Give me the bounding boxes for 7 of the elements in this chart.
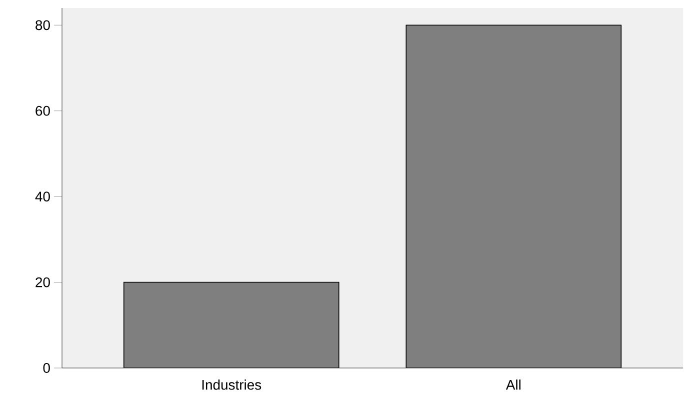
x-tick-label: All	[506, 380, 520, 390]
y-tick-label: 20	[36, 277, 50, 288]
y-tick-label: 60	[36, 106, 50, 116]
x-tick-label: Industries	[202, 380, 262, 390]
y-tick-label: 0	[43, 363, 50, 373]
y-tick-label: 40	[35, 192, 50, 202]
y-tick-label: 80	[36, 20, 50, 30]
